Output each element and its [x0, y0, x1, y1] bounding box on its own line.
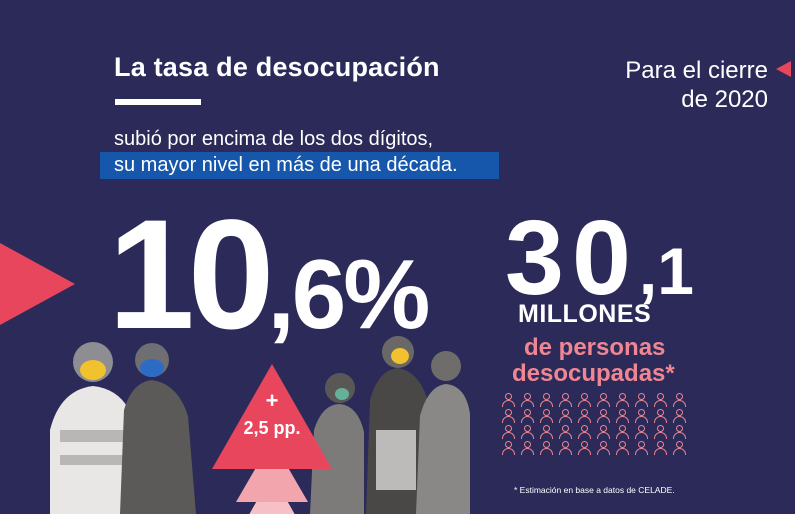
person-outline-icon: [633, 392, 651, 408]
person-outline-icon: [500, 440, 518, 456]
person-outline-icon: [576, 408, 594, 424]
person-outline-icon: [538, 424, 556, 440]
person-outline-icon: [557, 392, 575, 408]
person-outline-icon: [652, 440, 670, 456]
person-outline-icon: [519, 440, 537, 456]
person-outline-icon: [652, 424, 670, 440]
period-line-2: de 2020: [681, 86, 768, 113]
person-outline-icon: [576, 424, 594, 440]
person-outline-icon: [614, 424, 632, 440]
title-underline: [115, 99, 201, 105]
unemployed-count: 30,1: [505, 198, 694, 319]
person-outline-icon: [633, 408, 651, 424]
unemployed-count-decimal: ,1: [638, 234, 694, 308]
unemployment-rate: 10,6%: [108, 186, 431, 365]
person-outline-icon: [519, 424, 537, 440]
person-outline-icon: [595, 424, 613, 440]
page-title: La tasa de desocupación: [114, 52, 440, 82]
person-outline-icon: [614, 440, 632, 456]
person-outline-icon: [500, 424, 518, 440]
person-outline-icon: [595, 408, 613, 424]
person-outline-icon: [538, 392, 556, 408]
subtitle-line-1: subió por encima de los dos dígitos,: [114, 128, 434, 150]
person-outline-icon: [652, 392, 670, 408]
unemployment-rate-decimal: ,6%: [267, 239, 431, 349]
person-outline-icon: [557, 408, 575, 424]
person-outline-icon: [576, 392, 594, 408]
unemployment-rate-integer: 10: [108, 188, 275, 362]
increase-triangle: [212, 364, 332, 469]
person-outline-icon: [595, 392, 613, 408]
person-outline-icon: [557, 424, 575, 440]
person-outline-icon: [576, 440, 594, 456]
person-outline-icon: [633, 424, 651, 440]
person-outline-icon: [500, 408, 518, 424]
subtitle-highlight: [100, 152, 499, 179]
person-outline-icon: [633, 440, 651, 456]
person-outline-icon: [614, 408, 632, 424]
person-outline-icon: [500, 392, 518, 408]
person-outline-icon: [557, 440, 575, 456]
footnote: * Estimación en base a datos de CELADE.: [514, 485, 675, 495]
increase-sign: +: [265, 388, 279, 413]
person-outline-icon: [671, 440, 689, 456]
left-arrow-icon: [0, 243, 75, 325]
unemployed-desc-line-1: de personas: [524, 334, 666, 361]
person-outline-icon: [671, 392, 689, 408]
increase-value: 2,5 pp.: [243, 418, 301, 438]
period-line-1: Para el cierre: [625, 57, 768, 84]
unemployed-count-integer: 30: [505, 199, 639, 317]
person-outline-icon: [538, 408, 556, 424]
person-outline-icon: [519, 392, 537, 408]
person-outline-icon: [671, 408, 689, 424]
person-outline-icon: [595, 440, 613, 456]
period-label: Para el cierre de 2020: [598, 56, 768, 114]
people-icon-grid: [500, 392, 690, 456]
person-outline-icon: [614, 392, 632, 408]
person-outline-icon: [671, 424, 689, 440]
unemployed-desc-line-2: desocupadas*: [512, 360, 675, 387]
person-outline-icon: [519, 408, 537, 424]
person-outline-icon: [652, 408, 670, 424]
person-outline-icon: [538, 440, 556, 456]
period-arrow-icon: [776, 61, 791, 77]
subtitle-line-2: su mayor nivel en más de una década.: [114, 154, 458, 176]
unemployed-unit: MILLONES: [518, 300, 652, 328]
